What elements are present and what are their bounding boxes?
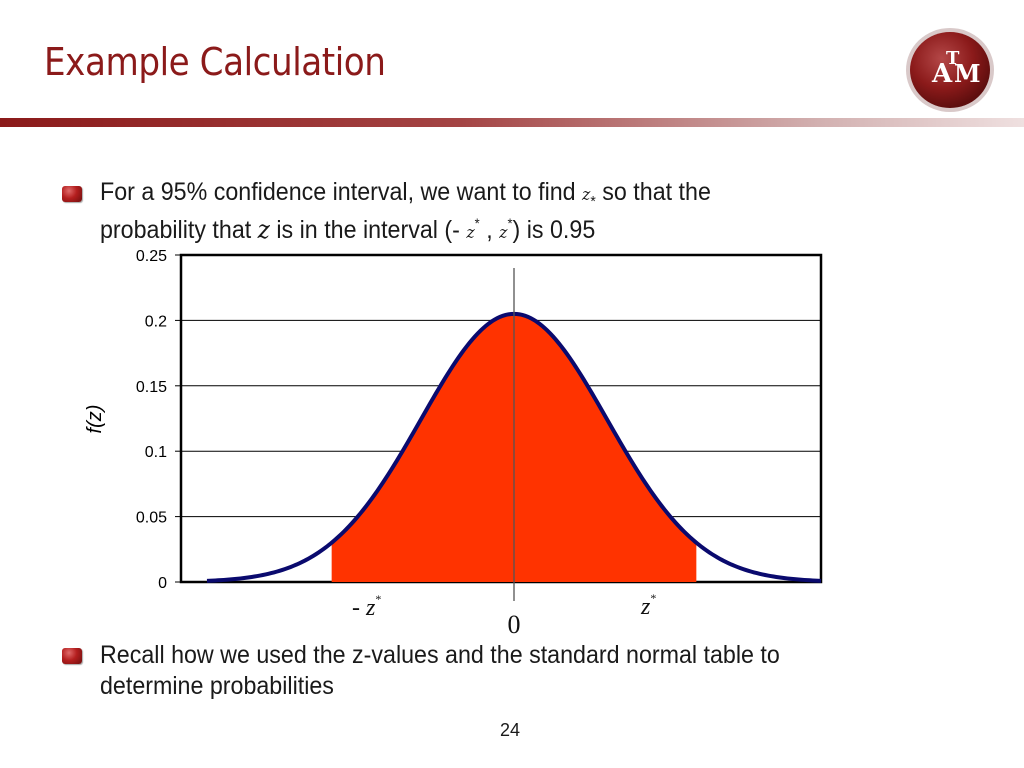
zero-label: 0 xyxy=(508,610,521,639)
logo-letter-t: T xyxy=(946,48,960,69)
logo-letter-m: M xyxy=(954,59,981,88)
y-axis-label: f(z) xyxy=(84,405,106,434)
bullet-icon xyxy=(62,186,82,202)
bullet-1-text-d: is in the interval (- xyxy=(269,215,467,244)
neg-z-star-sup: * xyxy=(474,215,480,231)
y-tick-label: 0.1 xyxy=(145,444,167,461)
y-tick-label: 0.05 xyxy=(136,510,167,527)
bullet-1-text-e: ) is 0.95 xyxy=(512,215,596,244)
z-star-label: z* xyxy=(640,591,656,620)
pos-z-star-var: z xyxy=(499,222,508,243)
bullet-1-line-2: probability that z is in the interval (-… xyxy=(100,208,595,249)
atm-logo: A T M xyxy=(906,28,994,112)
z-star-sub: * xyxy=(590,193,596,210)
z-star-var: z xyxy=(582,185,591,205)
bullet-1-text-c: probability that xyxy=(100,215,258,244)
y-tick-label: 0 xyxy=(158,575,167,592)
bullet-2-line-1: Recall how we used the z-values and the … xyxy=(100,641,780,669)
bullet-1-line-1: For a 95% confidence interval, we want t… xyxy=(100,177,711,217)
bullet-icon xyxy=(62,648,82,664)
z-var: z xyxy=(257,214,270,244)
neg-z-star-label: - z* xyxy=(352,592,381,621)
neg-z-star-var: z xyxy=(466,222,475,243)
y-tick-label: 0.15 xyxy=(136,379,167,396)
page-number: 24 xyxy=(500,720,521,740)
bullet-2-line-2: determine probabilities xyxy=(100,672,334,700)
bullet-1-comma: , xyxy=(479,215,500,244)
y-tick-label: 0.25 xyxy=(136,248,167,265)
bullet-1-text-b: so that the xyxy=(595,178,711,206)
slide-title: Example Calculation xyxy=(44,40,386,84)
y-tick-label: 0.2 xyxy=(145,313,167,330)
pos-z-star-sup: * xyxy=(507,215,513,231)
title-rule xyxy=(0,118,1024,127)
logo-letter-a: A xyxy=(931,59,953,89)
bullet-1-text-a: For a 95% confidence interval, we want t… xyxy=(100,178,583,206)
